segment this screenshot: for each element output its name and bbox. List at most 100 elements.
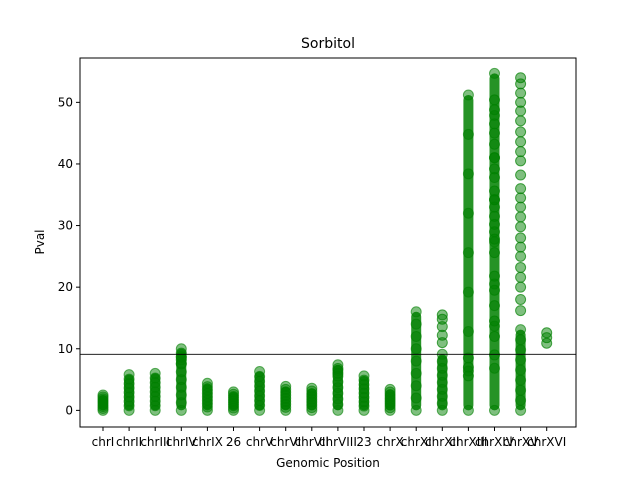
data-point	[515, 221, 527, 233]
data-point	[384, 383, 396, 395]
y-tick-label: 30	[58, 219, 73, 233]
data-point	[515, 241, 527, 253]
data-point	[489, 404, 500, 416]
data-point	[489, 94, 500, 106]
data-point	[410, 318, 422, 330]
data-point	[489, 201, 500, 213]
x-tick-label: chrXIII	[449, 435, 487, 449]
x-tick-label: chrIII	[140, 435, 170, 449]
data-point	[515, 211, 527, 223]
data-point	[410, 306, 422, 318]
series-column-23	[358, 370, 370, 416]
data-point	[149, 367, 161, 379]
data-point	[515, 305, 527, 317]
series-column-26	[228, 386, 239, 416]
x-tick-label: chrX	[376, 435, 403, 449]
series-column-chrVII	[306, 382, 318, 416]
x-tick-label: chrVI	[270, 435, 301, 449]
data-point	[462, 404, 474, 416]
data-point	[489, 127, 500, 139]
series-column-chrII	[123, 369, 135, 416]
x-tick-label: chrXII	[425, 435, 459, 449]
data-point	[541, 337, 553, 349]
data-point	[489, 300, 500, 312]
data-point	[280, 380, 292, 392]
series-column-chrXII	[436, 348, 448, 416]
x-axis-label: Genomic Position	[276, 456, 380, 470]
data-point	[201, 377, 213, 389]
y-tick-label: 50	[58, 95, 73, 109]
data-point	[515, 105, 527, 117]
data-point	[489, 349, 500, 361]
x-tick-label: 26	[226, 435, 241, 449]
data-point	[515, 192, 527, 204]
y-tick-label: 40	[58, 157, 73, 171]
data-point	[515, 293, 527, 305]
data-point	[515, 136, 527, 148]
data-point	[462, 247, 474, 259]
plot-area	[80, 67, 576, 416]
data-point	[515, 115, 527, 127]
data-point	[489, 270, 500, 282]
data-point	[489, 118, 500, 130]
data-point	[410, 404, 422, 416]
data-point	[410, 392, 422, 404]
x-tick-label: chrVII	[295, 435, 329, 449]
data-point	[97, 389, 109, 401]
data-point	[123, 369, 135, 381]
data-point	[489, 67, 500, 79]
data-point	[515, 250, 527, 262]
series-column-chrXI	[410, 306, 422, 416]
plot-frame	[79, 57, 577, 428]
data-point	[489, 104, 500, 116]
series-column-chrVI	[280, 380, 292, 416]
data-point	[462, 89, 474, 101]
data-point	[410, 380, 422, 392]
data-point	[436, 337, 448, 349]
data-point	[462, 370, 474, 382]
data-point	[462, 286, 474, 298]
data-point	[515, 364, 527, 376]
x-tick-label: chrXV	[503, 435, 539, 449]
data-point	[489, 330, 500, 342]
y-tick-label: 0	[65, 403, 73, 417]
x-tick-label: chrV	[246, 435, 274, 449]
data-point	[515, 384, 527, 396]
data-point	[515, 87, 527, 99]
data-point	[410, 367, 422, 379]
data-point	[515, 126, 527, 138]
data-point	[515, 344, 527, 356]
data-point	[515, 281, 527, 293]
data-point	[489, 315, 500, 327]
data-point	[515, 334, 527, 346]
data-point	[462, 207, 474, 219]
series-column-chrIX	[201, 377, 213, 416]
data-point	[462, 168, 474, 180]
x-tick-label: chrIV	[166, 435, 198, 449]
series-column-chrV	[254, 366, 266, 416]
x-tick-label: chrII	[116, 435, 142, 449]
y-axis-label: Pval	[33, 229, 47, 254]
data-point	[515, 404, 527, 416]
data-point	[489, 284, 500, 296]
data-point	[489, 233, 500, 245]
x-tick-label: chrIX	[192, 435, 223, 449]
data-point	[228, 386, 239, 398]
data-point	[410, 355, 422, 367]
data-point	[358, 370, 370, 382]
data-point	[462, 128, 474, 140]
data-point	[515, 146, 527, 158]
data-point	[515, 354, 527, 366]
x-tick-label: chrXIV	[475, 435, 515, 449]
series-column-chrXV	[515, 324, 527, 416]
data-point	[515, 271, 527, 283]
series-column-chrX	[384, 383, 396, 416]
data-point	[515, 374, 527, 386]
data-point	[306, 382, 318, 394]
data-point	[515, 183, 527, 195]
series-column-chrI	[97, 389, 109, 416]
x-tick-label: chrXVI	[527, 435, 566, 449]
x-tick-label: chrXI	[401, 435, 432, 449]
series-column-chrIII	[149, 367, 161, 416]
